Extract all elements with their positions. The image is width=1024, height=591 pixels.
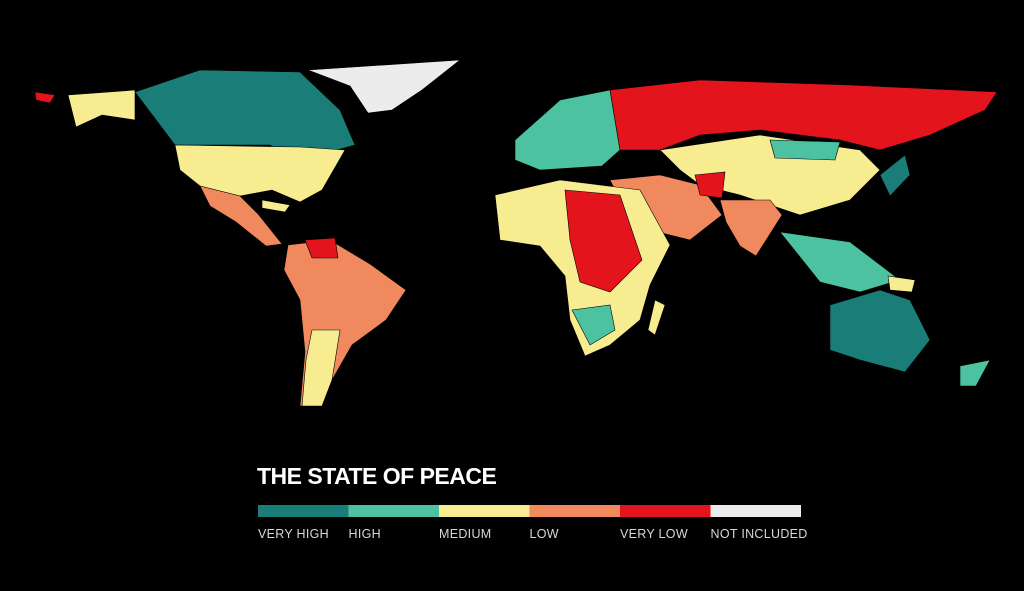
europe [514, 89, 621, 171]
canada [134, 69, 356, 161]
world-map [34, 59, 998, 407]
legend-label: MEDIUM [439, 527, 492, 541]
legend-swatch [348, 505, 439, 517]
mongolia [769, 139, 841, 161]
mexico [199, 185, 283, 247]
legend-swatch [258, 505, 349, 517]
japan [879, 154, 911, 197]
legend-label: VERY LOW [620, 527, 688, 541]
southern-africa [571, 304, 616, 346]
legend-label: VERY HIGH [258, 527, 329, 541]
argentina [301, 329, 341, 407]
legend-label: HIGH [349, 527, 381, 541]
legend-swatch [439, 505, 530, 517]
new-zealand [959, 359, 991, 387]
legend-label: NOT INCLUDED [711, 527, 808, 541]
usa [174, 144, 346, 203]
madagascar [647, 299, 666, 336]
australia [829, 289, 931, 373]
papua [887, 275, 916, 293]
legend: VERY HIGH HIGH MEDIUM LOW VERY LOW NOT INCLUD… [258, 505, 808, 541]
chukotka [34, 91, 56, 104]
legend-swatch [620, 505, 711, 517]
legend-title: THE STATE OF PEACE [257, 463, 496, 489]
caribbean [261, 199, 291, 213]
india [719, 199, 783, 257]
central-africa [564, 189, 643, 293]
alaska [67, 89, 136, 128]
greenland [307, 59, 461, 114]
legend-label: LOW [530, 527, 559, 541]
southeast-asia [779, 231, 901, 293]
legend-swatch [529, 505, 620, 517]
legend-swatch [710, 505, 801, 517]
venezuela [304, 237, 339, 259]
afghanistan [694, 171, 726, 199]
